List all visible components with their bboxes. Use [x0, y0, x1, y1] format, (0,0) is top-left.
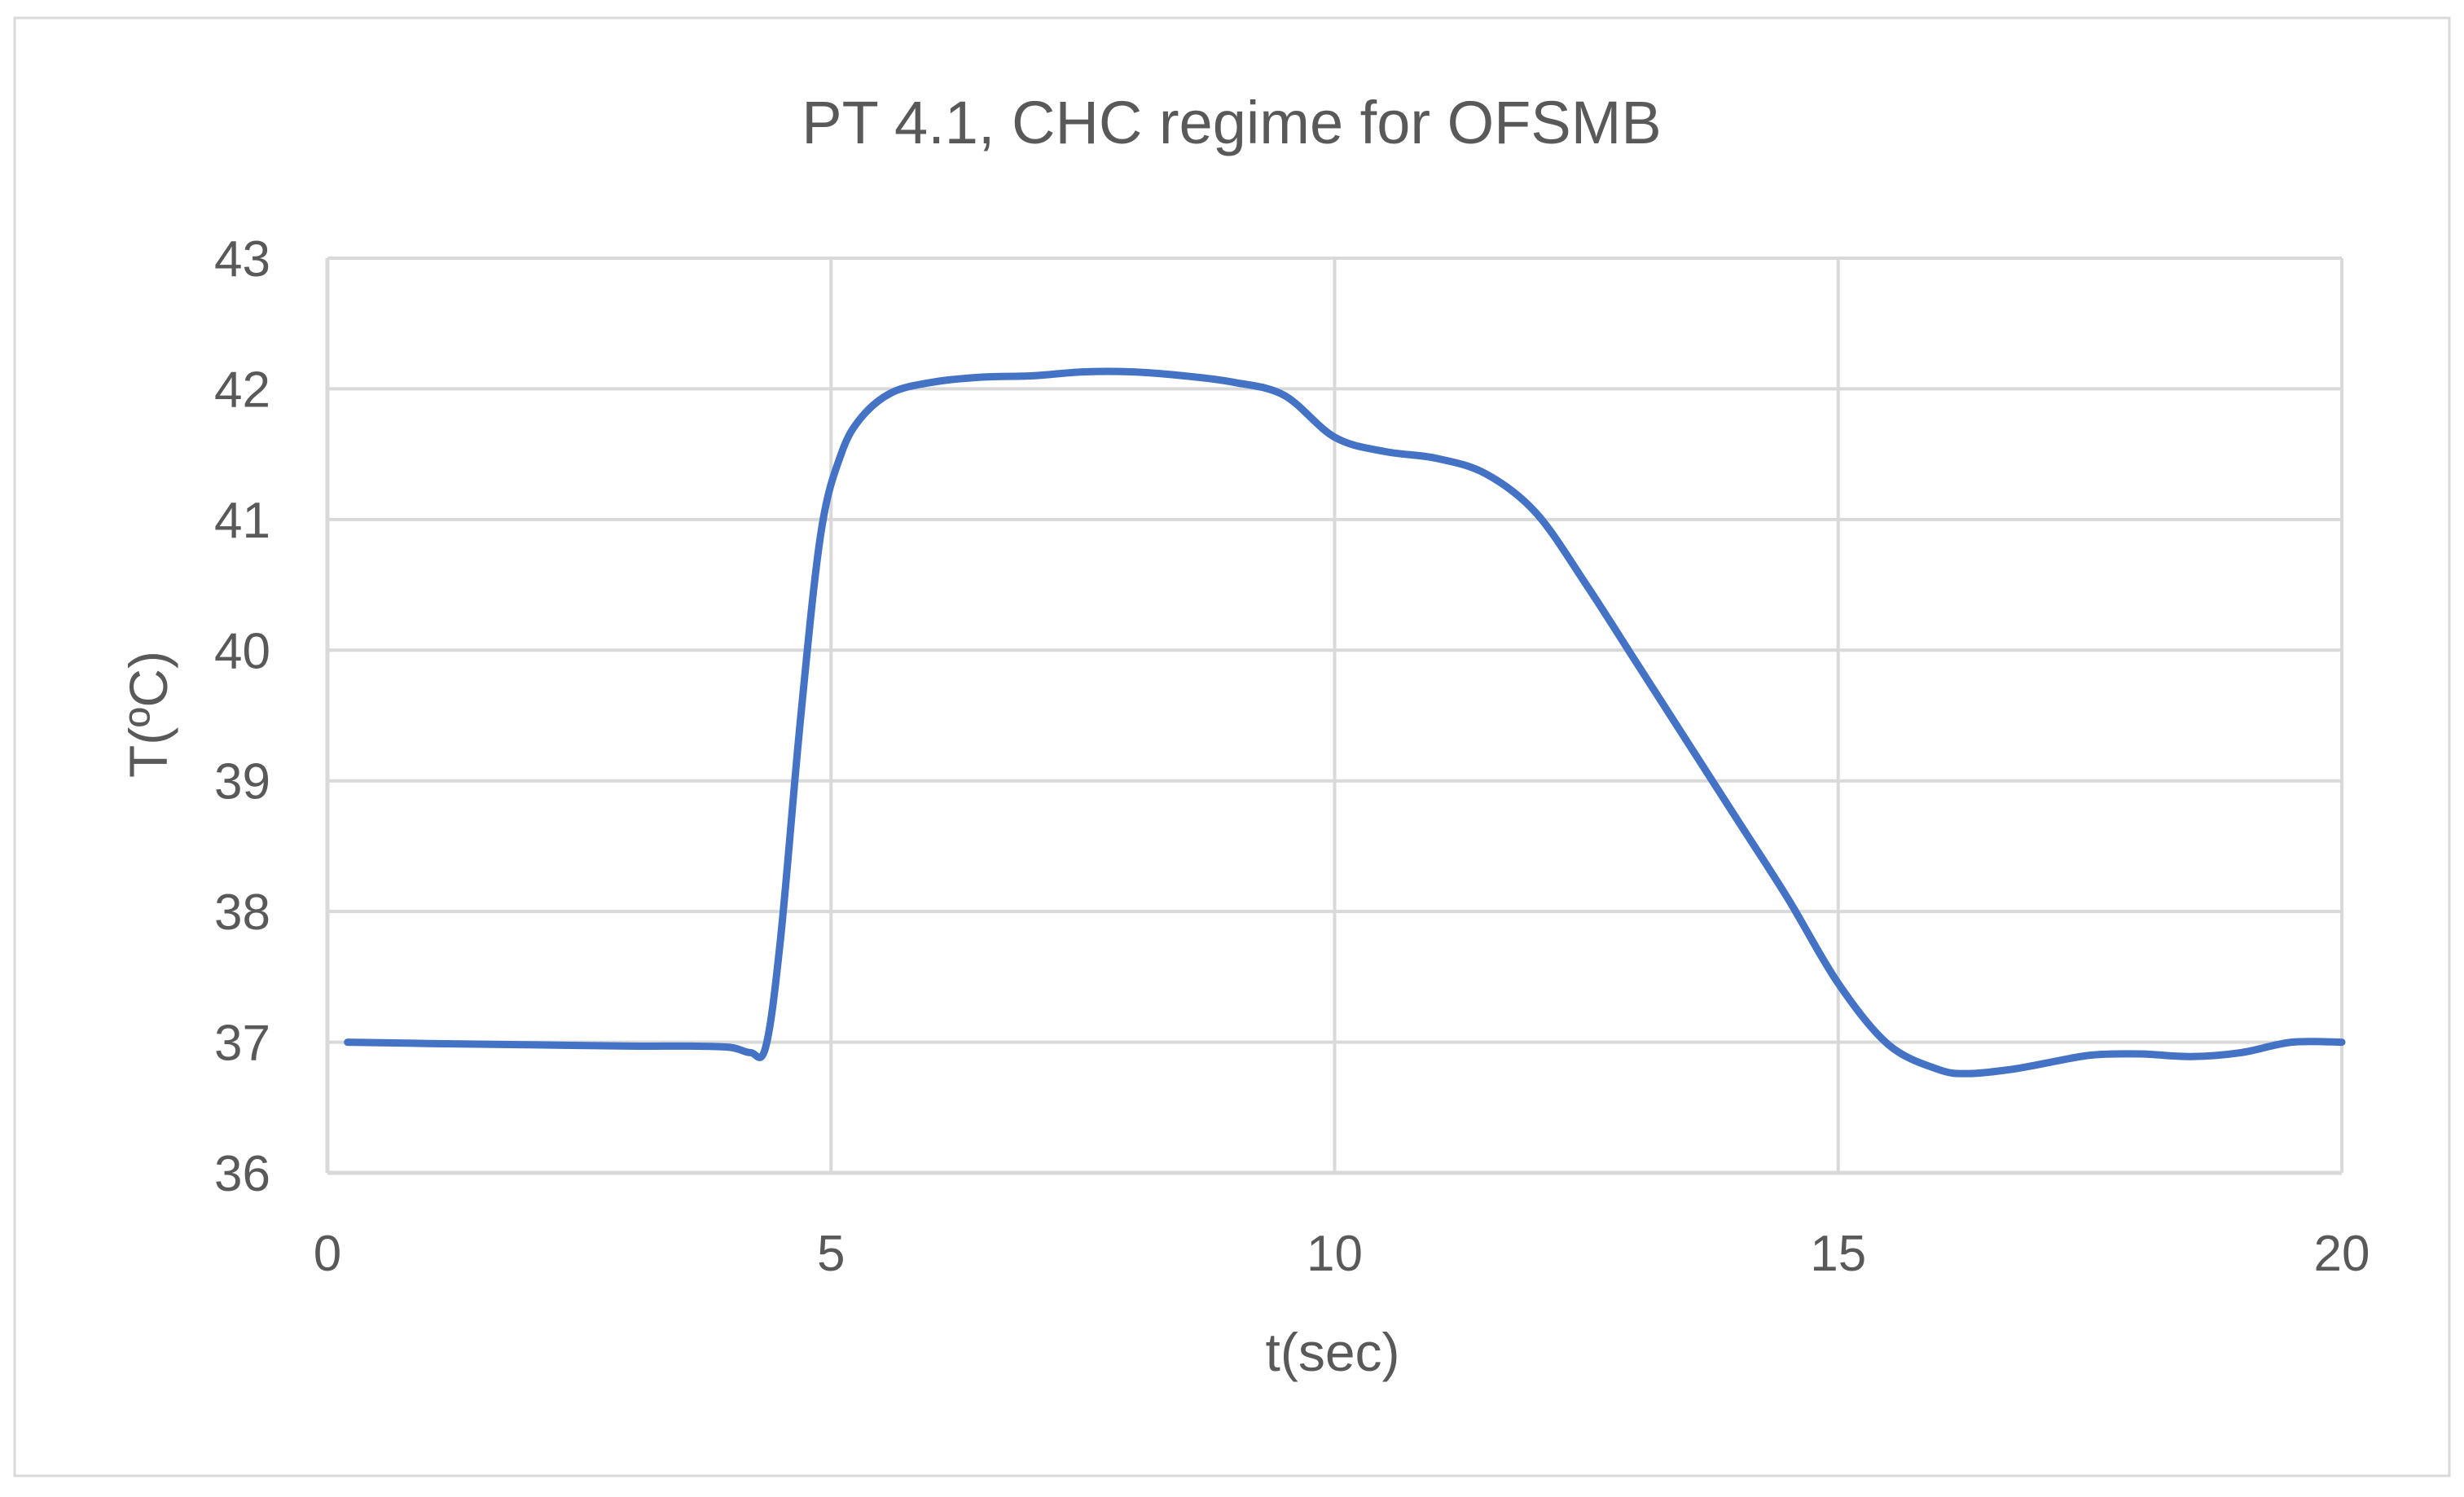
- x-tick-label: 10: [1307, 1226, 1363, 1282]
- y-tick-label: 37: [214, 1016, 270, 1072]
- x-tick-label: 20: [2314, 1226, 2370, 1282]
- y-tick-label: 41: [214, 493, 270, 549]
- y-tick-label: 40: [214, 623, 270, 679]
- y-tick-label: 42: [214, 362, 270, 418]
- y-tick-label: 39: [214, 754, 270, 810]
- y-axis-label: T(ºC): [118, 651, 178, 778]
- gridlines: [326, 257, 2343, 1174]
- series-layer: [344, 367, 2346, 1078]
- series-line: [344, 367, 2346, 1078]
- y-tick-label: 38: [214, 885, 270, 941]
- x-tick-label: 5: [817, 1226, 845, 1282]
- chart-title: PT 4.1, CHC regime for OFSMB: [802, 89, 1661, 156]
- tick-labels: 36 37 38 39 40 41 42 43 0 5 10 15 20: [214, 231, 2370, 1282]
- x-tick-label: 15: [1810, 1226, 1866, 1282]
- chart-border: [13, 16, 2451, 1477]
- y-tick-label: 36: [214, 1146, 270, 1202]
- x-axis-label: t(sec): [1266, 1322, 1400, 1382]
- y-tick-label: 43: [214, 231, 270, 288]
- x-tick-label: 0: [314, 1226, 341, 1282]
- axes: [325, 258, 2342, 1175]
